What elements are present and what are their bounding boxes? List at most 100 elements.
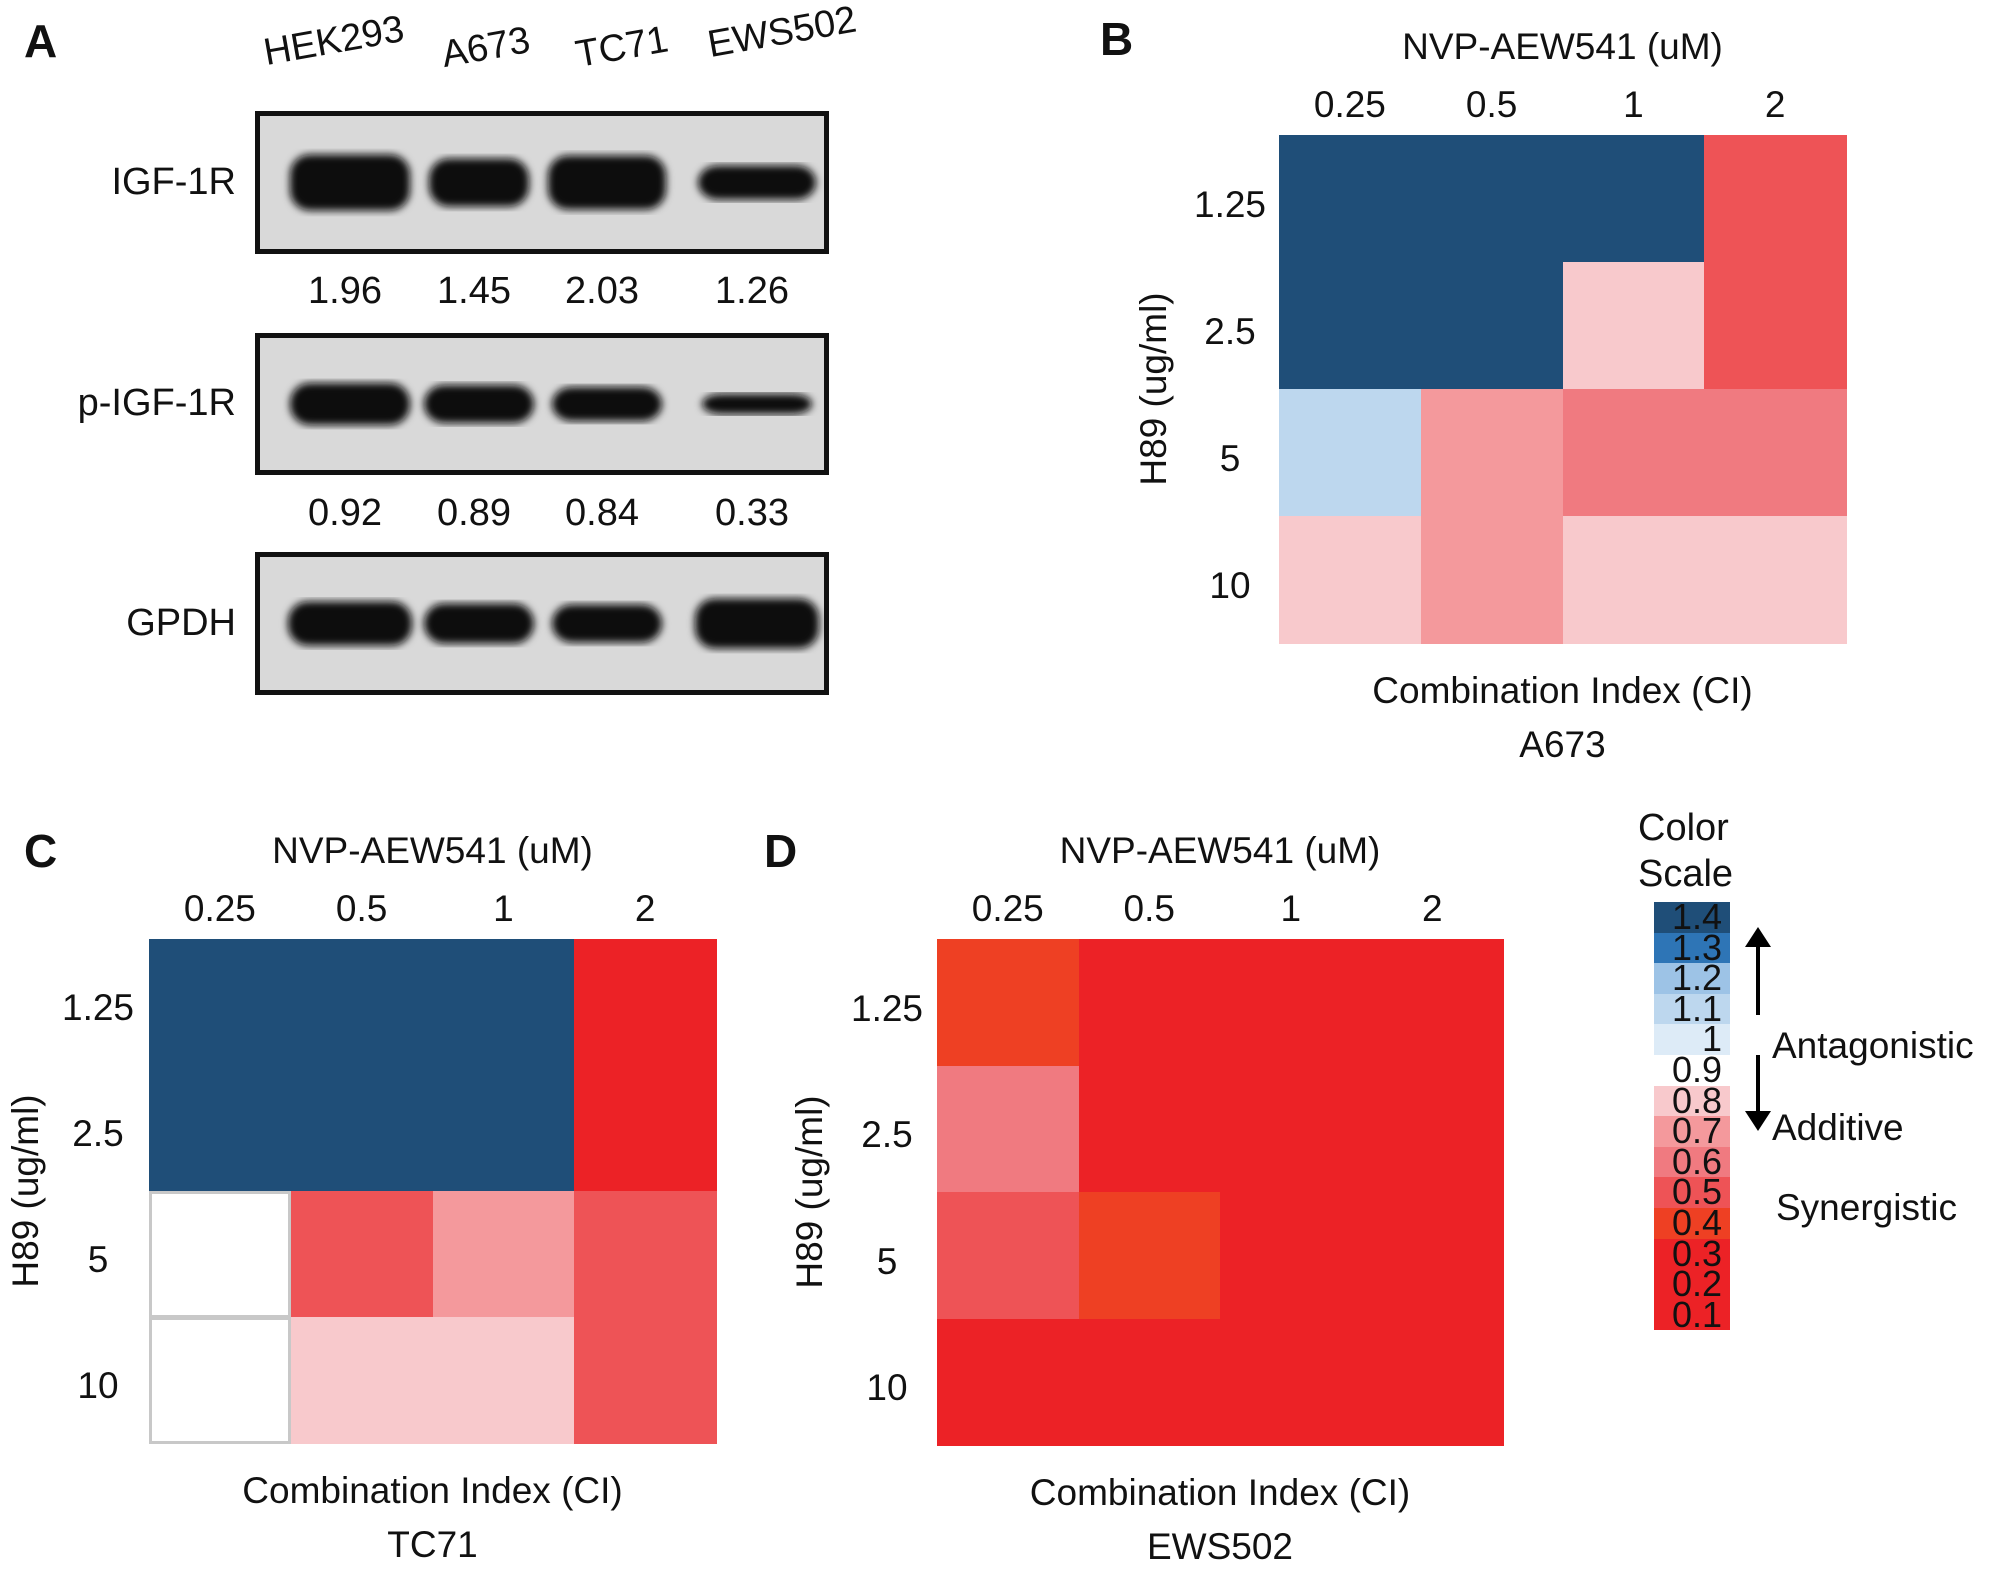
band-quantification: 0.92 [308,492,382,534]
blot-band [552,604,662,643]
synergistic-label: Synergistic [1776,1187,1957,1228]
y-axis-title: H89 (ug/ml) [1133,292,1174,486]
chart-caption: Combination Index (CI) [1372,670,1753,711]
heatmap-cell [1361,1192,1504,1320]
heatmap-cell [149,939,292,1066]
x-tick-label: 0.5 [1123,888,1175,929]
heatmap-cell [574,1065,717,1192]
heatmap-cell [432,939,575,1066]
heatmap-cell [1220,939,1363,1067]
heatmap-cell [1562,516,1705,644]
heatmap-cell [937,1065,1080,1193]
y-tick-label: 2.5 [1204,310,1256,352]
heatmap-cell [149,1317,292,1444]
heatmap-cell [1420,516,1564,644]
heatmap-cell [290,1065,434,1192]
blot-band [429,158,529,207]
panel-b-letter: B [1100,13,1134,65]
y-tick-label: 1.25 [850,987,924,1029]
heatmap-cell [1220,1318,1363,1446]
x-tick-label: 0.5 [335,888,388,929]
heatmap-cell [1078,1318,1221,1446]
scale-level: 0.3 [1654,1235,1730,1271]
heatmap-cell [290,939,434,1066]
color-scale-title-1: Color [1638,807,1729,849]
heatmap-cell [574,1317,717,1444]
blot-band [424,603,534,644]
heatmap-cell [1562,262,1705,390]
arrow-down-icon [1745,1055,1771,1131]
chart-caption: Combination Index (CI) [242,1470,623,1511]
heatmap-cell [1704,135,1847,263]
heatmap-cell [1704,389,1847,517]
y-tick-label: 5 [876,1240,898,1282]
y-tick-label: 2.5 [72,1113,124,1155]
heatmap-cell [1361,1065,1504,1193]
antagonistic-label: Antagonistic [1772,1025,1974,1066]
scale-level: 0.8 [1654,1082,1730,1118]
heatmap-cell [1078,939,1221,1067]
y-tick-label: 5 [1219,437,1241,479]
x-tick-label: 0.5 [1465,84,1518,125]
blot-band [290,154,410,211]
scale-level: 1 [1654,1021,1730,1057]
heatmap-cell [937,1192,1080,1320]
y-axis-title: H89 (ug/ml) [789,1095,830,1289]
lane-label: EWS502 [704,0,860,67]
chart-caption: TC71 [387,1524,478,1565]
scale-level: 0.9 [1654,1052,1730,1087]
x-tick-label: 0.25 [1313,84,1386,125]
x-tick-label: 0.25 [183,888,256,929]
heatmap-cell [432,1191,575,1318]
heatmap-cell [1279,262,1422,390]
chart-caption: A673 [1519,724,1606,765]
band-quantification: 0.33 [715,492,789,534]
chart-caption: EWS502 [1146,1526,1294,1567]
blot-band [288,601,412,646]
heatmap-cell [432,1065,575,1192]
x-tick-label: 2 [1421,888,1443,929]
x-tick-label: 1 [1280,888,1302,929]
scale-level: 1.3 [1654,929,1730,965]
lane-label: HEK293 [260,8,408,75]
lane-label: TC71 [572,18,672,77]
y-tick-label: 1.25 [1193,183,1267,225]
heatmap-cell [1279,135,1422,263]
x-axis-title: NVP-AEW541 (uM) [1059,830,1381,871]
heatmap-cell [1220,1192,1363,1320]
x-axis-title: NVP-AEW541 (uM) [1402,26,1723,67]
band-quantification: 1.45 [437,270,511,312]
blot-band [548,155,666,210]
x-tick-label: 2 [634,888,656,929]
band-quantification: 2.03 [565,270,639,312]
band-quantification: 0.84 [565,492,639,534]
scale-level: 0.1 [1654,1297,1730,1332]
blot-band [552,387,662,421]
y-tick-label: 1.25 [61,987,135,1029]
blot-band [698,165,816,200]
heatmap-cell [1562,135,1705,263]
blot-band [695,598,819,649]
heatmap-cell [290,1191,434,1318]
scale-level: 1.2 [1654,960,1730,995]
blot-image-1 [255,333,829,475]
heatmap-cell [1220,1065,1363,1193]
arrow-up-icon [1745,927,1771,1015]
scale-level: 0.2 [1654,1266,1730,1301]
x-tick-label: 2 [1764,84,1786,125]
heatmap-cell [1420,135,1564,263]
heatmap-cell [1704,516,1847,644]
scale-level: 0.6 [1654,1144,1730,1179]
blot-band [290,383,410,425]
scale-level: 0.5 [1654,1174,1730,1210]
color-scale-title-2: Scale [1638,853,1734,895]
heatmap-cell [937,939,1080,1067]
panel-a-letter: A [24,15,58,67]
heatmap-cell [1704,262,1847,390]
x-tick-label: 1 [1623,84,1644,125]
y-tick-label: 2.5 [861,1114,913,1156]
heatmap-cell [574,1191,717,1318]
scale-level: 1.1 [1654,991,1730,1026]
heatmap-cell [1078,1192,1221,1320]
blot-band [424,385,534,423]
